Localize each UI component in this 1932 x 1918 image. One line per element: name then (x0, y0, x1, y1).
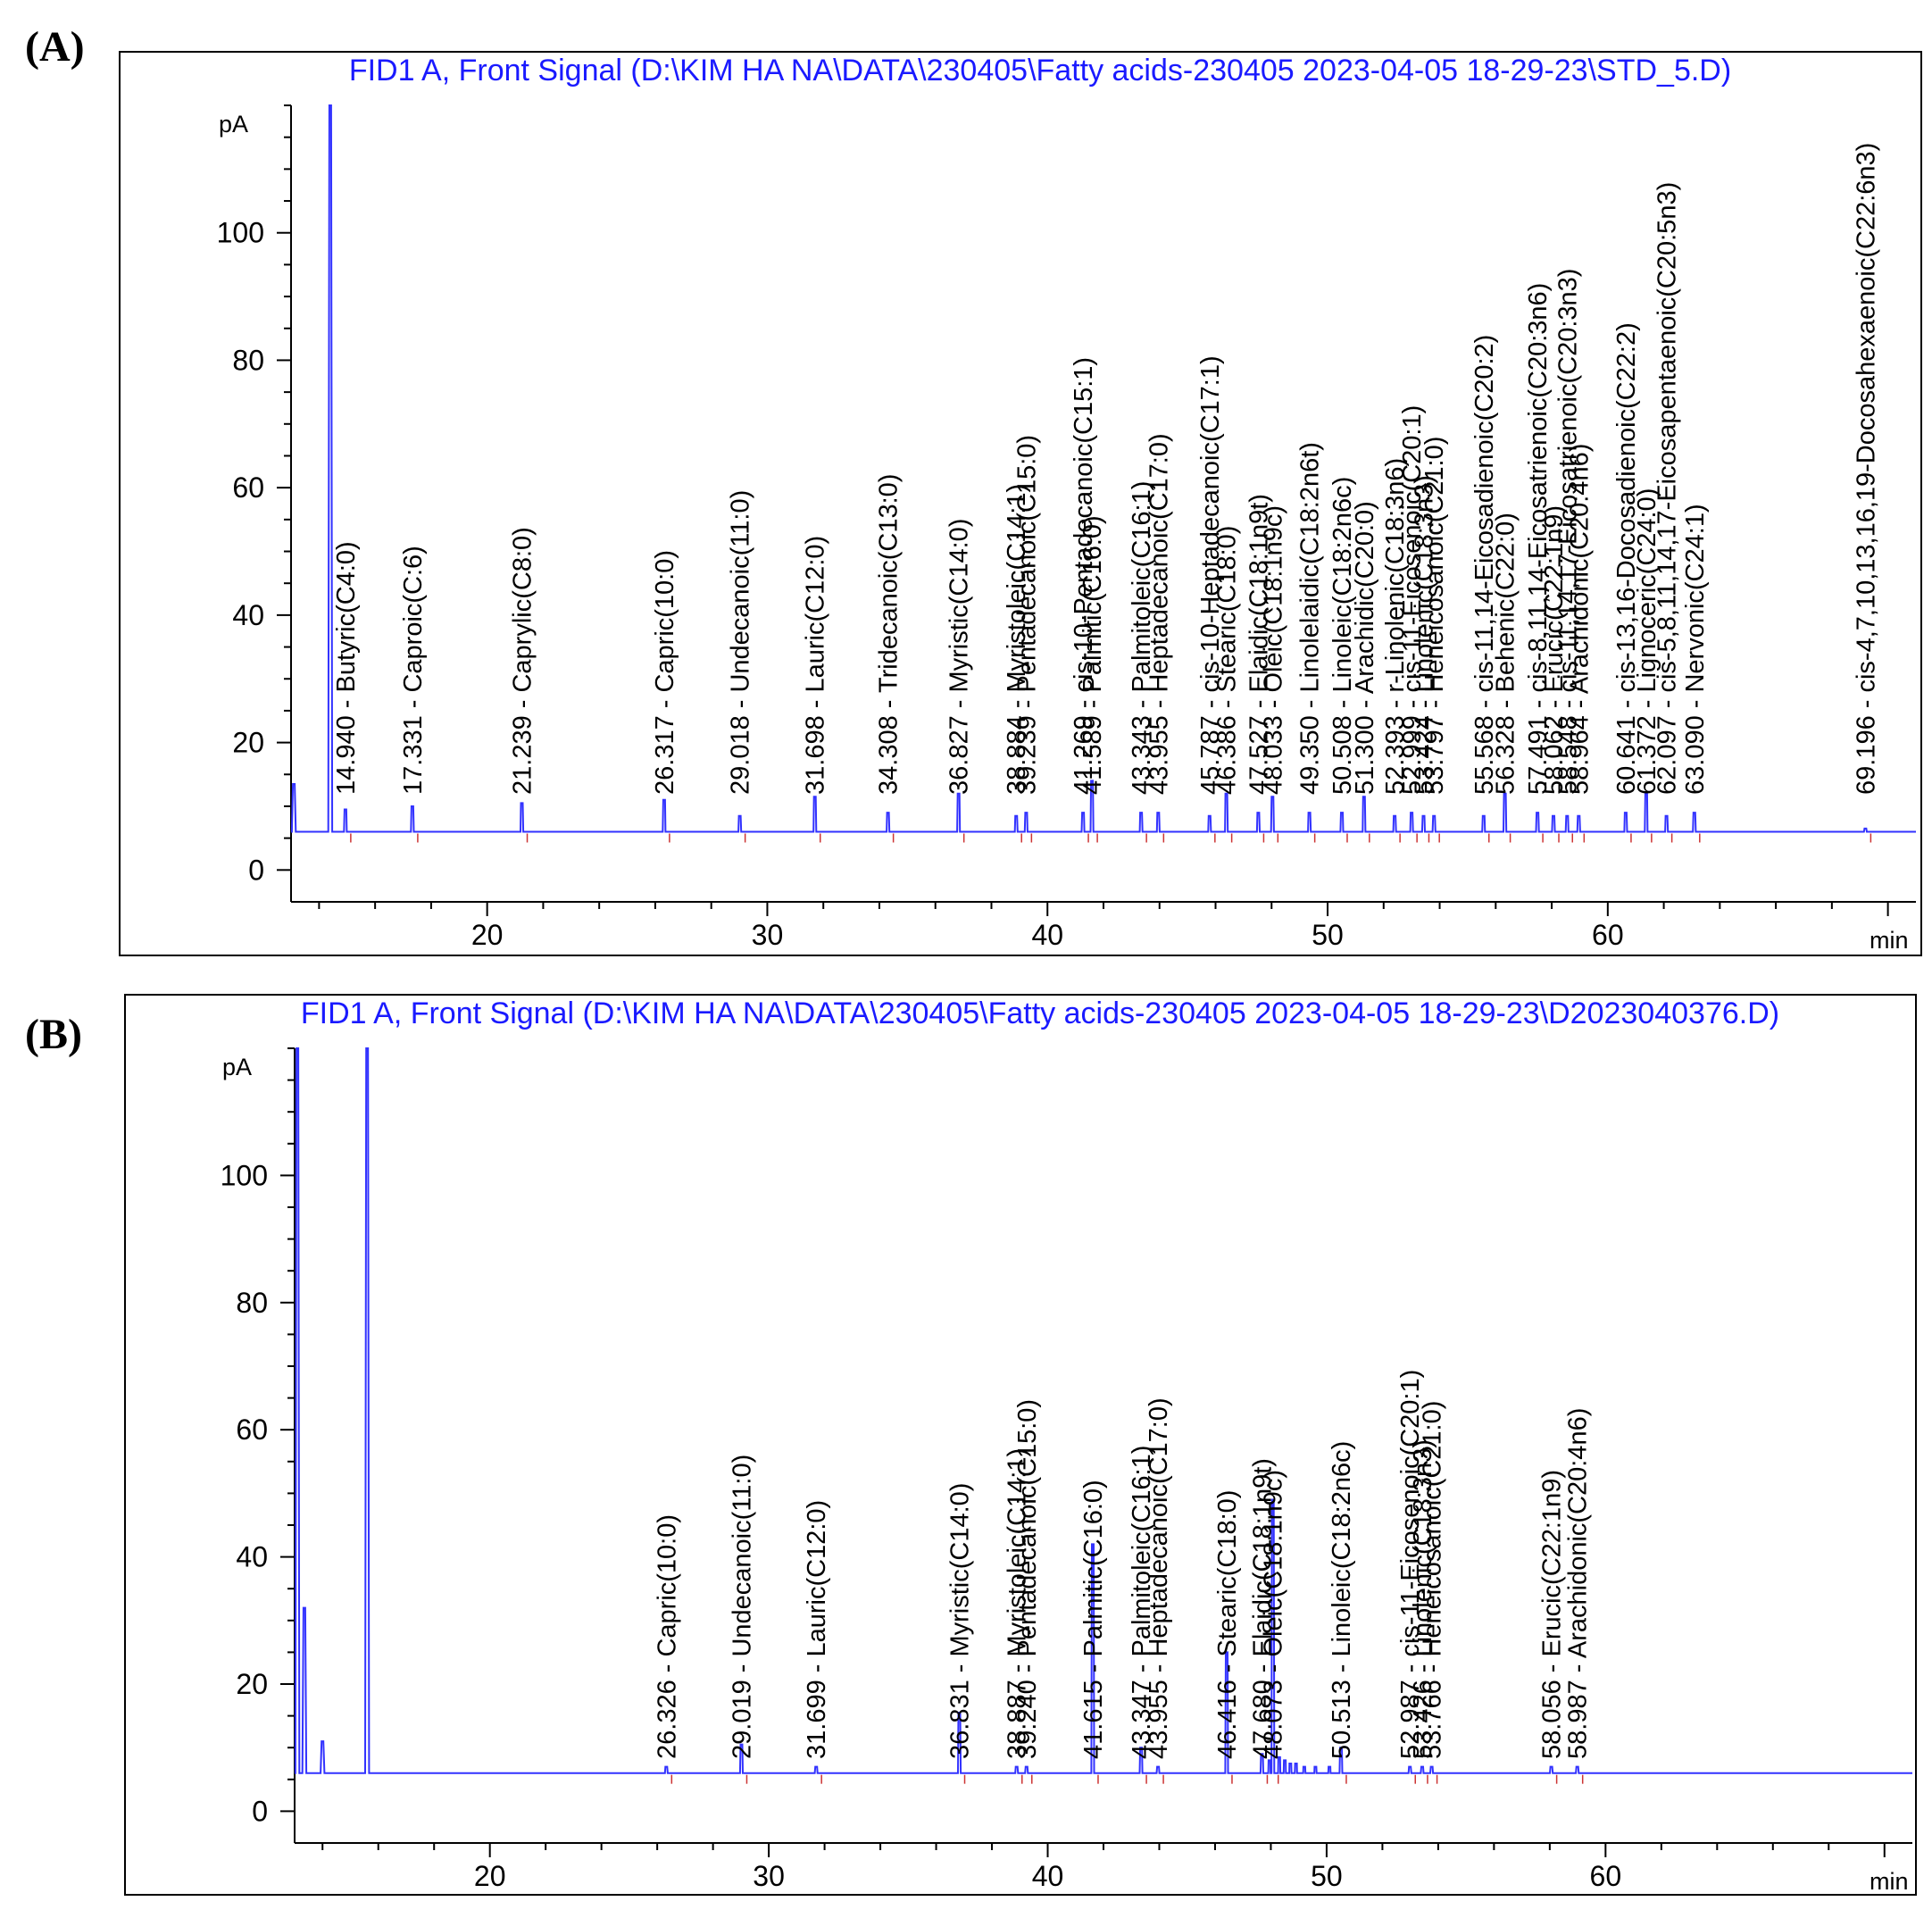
y-unit-label: pA (219, 111, 248, 138)
peak-label: 26.317 - Capric(10:0) (651, 550, 679, 795)
y-tick-label: 100 (217, 217, 264, 249)
peak-label: 46.416 - Stearic(C18:0) (1213, 1490, 1242, 1759)
peak-label: 29.019 - Undecanoic(11:0) (729, 1455, 757, 1759)
y-tick-label: 80 (232, 344, 264, 376)
peak-label: 55.568 - cis-11,14-Eicosadienoic(C20:2) (1470, 335, 1499, 795)
peak-label: 51.300 - Arachidic(C20:0) (1351, 501, 1379, 795)
peak-label: 47.527 - Elaidic(C18:1n9t) (1245, 494, 1273, 795)
peak-label: 41.589 - Palmitic(C16:0) (1078, 515, 1107, 795)
chromatogram-trace (290, 104, 1916, 833)
panel-b-label: (B) (25, 1011, 82, 1058)
peak-label: 52.393 - r-Linolenic(C18:3n6) (1381, 458, 1410, 795)
peak-label: 58.964 - Arachidonic(C20:4n6) (1565, 444, 1594, 795)
x-tick-label: 60 (1590, 1860, 1622, 1892)
x-tick-label: 30 (752, 919, 784, 951)
y-tick-label: 0 (252, 1795, 268, 1827)
peak-label: 53.426 - Linolenic(C18:3n3) (1409, 1439, 1437, 1759)
peak-label: 41.269 - cis-10-Pentadecanoic(C15:1) (1070, 357, 1098, 795)
peak-label: 50.508 - Linoleic(C18:2n6c) (1328, 477, 1357, 795)
y-tick-label: 60 (236, 1413, 268, 1446)
y-tick-label: 20 (236, 1668, 268, 1700)
peak-label: 43.347 - Palmitoleic(C16:1) (1128, 1446, 1156, 1759)
peak-label: 53.424 - Linolenic(C18:3n3) (1411, 475, 1439, 795)
x-tick-label: 30 (753, 1860, 785, 1892)
y-tick-label: 100 (221, 1159, 268, 1191)
peak-label: 26.326 - Capric(10:0) (653, 1514, 681, 1759)
y-tick-label: 0 (248, 854, 264, 886)
x-unit-label: min (1870, 927, 1909, 954)
peak-label: 41.615 - Palmitic(C16:0) (1079, 1480, 1108, 1759)
peak-label: 31.699 - Lauric(C12:0) (803, 1500, 831, 1759)
peak-label: 17.331 - Caproic(C:6) (399, 546, 428, 795)
y-tick-label: 40 (232, 599, 264, 631)
peak-label: 53.797 - Heneicosanoic(C21:0) (1420, 437, 1449, 795)
peak-label: 48.033 - Oleic(C18:1n9c) (1259, 505, 1287, 795)
peak-label: 61.372 - Lignoceric(C24:0) (1633, 488, 1661, 795)
panel-a-header: FID1 A, Front Signal (D:\KIM HA NA\DATA\… (349, 54, 1731, 88)
x-tick-label: 40 (1031, 919, 1063, 951)
peak-label: 52.987 - cis-11-Eicosenoic(C20:1) (1396, 1370, 1425, 1759)
y-tick-label: 60 (232, 471, 264, 504)
peak-label: 34.308 - Tridecanoic(C13:0) (875, 474, 904, 795)
peak-label: 31.698 - Lauric(C12:0) (802, 536, 830, 795)
peak-label: 14.940 - Butyric(C4:0) (332, 541, 361, 795)
peak-label: 49.350 - Linolelaidic(C18:2n6t) (1296, 442, 1325, 795)
peak-label: 43.955 - Heptadecanoic(C17:0) (1145, 433, 1173, 795)
peak-label: 39.239 - Pentadecanoic(C15:0) (1012, 435, 1041, 795)
peak-label: 58.548 - cis-11,14,17-Eicosatrienoic(C20… (1553, 269, 1582, 795)
chromatogram-trace (294, 1047, 1912, 1774)
x-unit-label: min (1870, 1868, 1909, 1895)
peak-label: 53.766 - Heneicosanoic(C21:0) (1419, 1401, 1447, 1759)
panel-b-frame (124, 994, 1917, 1896)
peak-label: 52.999 - cis-11-Eicosenoic(C20:1) (1398, 405, 1427, 795)
x-tick-label: 50 (1311, 1860, 1343, 1892)
panel-b-header: FID1 A, Front Signal (D:\KIM HA NA\DATA\… (301, 997, 1779, 1030)
peak-label: 63.090 - Nervonic(C24:1) (1681, 504, 1710, 795)
peak-label: 56.328 - Behenic(C22:0) (1492, 513, 1520, 795)
peak-label: 43.955 - Heptadecanoic(C17:0) (1145, 1397, 1173, 1759)
peak-label: 58.987 - Arachidonic(C20:4n6) (1564, 1408, 1593, 1759)
peak-label: 69.196 - cis-4,7,10,13,16,19-Docosahexae… (1852, 143, 1880, 795)
peak-label: 57.491 - cis-8,11,14-Eicosatrienoic(C20:… (1524, 283, 1553, 795)
x-tick-label: 60 (1592, 919, 1624, 951)
y-unit-label: pA (222, 1054, 252, 1080)
peak-label: 36.827 - Myristic(C14:0) (945, 519, 974, 795)
peak-label: 36.831 - Myristic(C14:0) (946, 1483, 975, 1759)
peak-label: 50.513 - Linoleic(C18:2n6c) (1328, 1441, 1356, 1759)
peak-label: 58.062 - Erucic(C22:1n9) (1540, 505, 1569, 795)
peak-label: 48.073 - Oleic(C18:1n9c) (1260, 1470, 1288, 1759)
x-tick-label: 20 (474, 1860, 506, 1892)
peak-label: 62.097 - cis-5,8,11,14,17-Eicosapentaeno… (1653, 182, 1682, 795)
y-tick-label: 40 (236, 1541, 268, 1573)
peak-label: 43.343 - Palmitoleic(C16:1) (1128, 481, 1156, 795)
peak-label: 46.386 - Stearic(C18:0) (1213, 526, 1242, 795)
panel-a-chart: 0 20 40 60 80 100 pA 20 30 40 50 60 min 14.940 - Buty… (217, 104, 1916, 954)
peak-label: 60.641 - cis-13,16-Docosadienoic(C22:2) (1612, 322, 1641, 795)
peak-label: 29.018 - Undecanoic(11:0) (727, 490, 755, 795)
peak-label: 45.787 - cis-10-Heptadecanoic(C17:1) (1196, 355, 1225, 795)
x-tick-label: 50 (1312, 919, 1344, 951)
y-tick-label: 80 (236, 1287, 268, 1319)
x-tick-label: 20 (471, 919, 504, 951)
peak-label: 47.680 - Elaidic(C18:1n9t) (1249, 1458, 1278, 1759)
x-tick-label: 40 (1032, 1860, 1064, 1892)
peak-label: 39.240 - Pentadecanoic(C15:0) (1013, 1399, 1042, 1759)
panel-b-chart: 0 20 40 60 80 100 pA 20 30 40 50 60 min 26.326 - Capr… (221, 1047, 1912, 1895)
panel-a-frame (119, 51, 1922, 956)
peak-label: 38.884 - Myristoleic(C14:1) (1003, 484, 1031, 795)
peak-label: 38.887 - Myristoleic(C14:1) (1003, 1448, 1032, 1759)
y-tick-label: 20 (232, 727, 264, 759)
peak-label: 58.056 - Erucic(C22:1n9) (1538, 1470, 1567, 1759)
peak-label: 21.239 - Caprylic(C8:0) (509, 527, 537, 795)
panel-a-label: (A) (25, 23, 85, 71)
